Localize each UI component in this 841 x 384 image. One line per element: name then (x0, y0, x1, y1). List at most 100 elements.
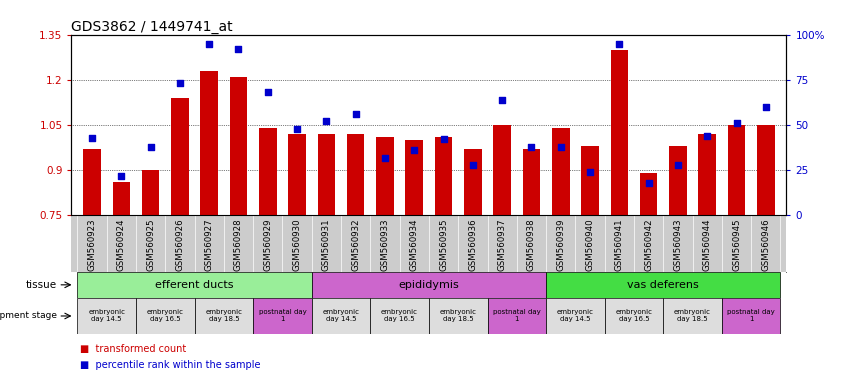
Bar (83, 149, 101, 215)
Text: embryonic
day 16.5: embryonic day 16.5 (146, 310, 183, 323)
Text: postnatal day
1: postnatal day 1 (493, 310, 541, 323)
Text: GSM560932: GSM560932 (352, 218, 360, 271)
Bar (77, 272, 312, 298)
Text: GSM560923: GSM560923 (87, 218, 97, 271)
Text: GSM560939: GSM560939 (556, 218, 565, 271)
Bar (669, 146, 687, 215)
Bar (136, 298, 194, 334)
Bar (429, 298, 488, 334)
Text: embryonic
day 16.5: embryonic day 16.5 (616, 310, 653, 323)
Bar (200, 71, 218, 215)
Bar (312, 272, 546, 298)
Bar (288, 134, 306, 215)
Bar (464, 149, 482, 215)
Text: GSM560937: GSM560937 (498, 218, 506, 271)
Point (378, 154, 392, 161)
Text: GSM560935: GSM560935 (439, 218, 448, 271)
Text: GSM560940: GSM560940 (585, 218, 595, 271)
Bar (312, 298, 370, 334)
Bar (405, 140, 423, 215)
Point (701, 133, 714, 139)
Text: GSM560942: GSM560942 (644, 218, 653, 271)
Bar (605, 298, 664, 334)
Text: efferent ducts: efferent ducts (156, 280, 234, 290)
Point (144, 144, 157, 150)
Text: vas deferens: vas deferens (627, 280, 699, 290)
Bar (194, 298, 253, 334)
Text: tissue: tissue (26, 280, 57, 290)
Text: GSM560946: GSM560946 (761, 218, 770, 271)
Bar (522, 149, 540, 215)
Text: embryonic
day 14.5: embryonic day 14.5 (557, 310, 594, 323)
Text: GSM560945: GSM560945 (732, 218, 741, 271)
Text: GSM560933: GSM560933 (380, 218, 389, 271)
Text: GSM560926: GSM560926 (176, 218, 184, 271)
Point (261, 89, 274, 96)
Bar (142, 170, 160, 215)
Bar (664, 298, 722, 334)
Text: postnatal day
1: postnatal day 1 (727, 310, 775, 323)
Text: GDS3862 / 1449741_at: GDS3862 / 1449741_at (71, 20, 233, 33)
Point (612, 41, 626, 47)
Bar (77, 298, 136, 334)
Bar (230, 77, 247, 215)
Text: embryonic
day 16.5: embryonic day 16.5 (381, 310, 418, 323)
Text: embryonic
day 18.5: embryonic day 18.5 (205, 310, 242, 323)
Bar (376, 137, 394, 215)
Bar (346, 134, 364, 215)
Text: GSM560936: GSM560936 (468, 218, 478, 271)
Text: GSM560929: GSM560929 (263, 218, 272, 271)
Bar (370, 298, 429, 334)
Point (671, 162, 685, 168)
Point (290, 126, 304, 132)
Bar (552, 128, 569, 215)
Bar (171, 98, 188, 215)
Text: ■  percentile rank within the sample: ■ percentile rank within the sample (80, 360, 261, 370)
Text: embryonic
day 18.5: embryonic day 18.5 (440, 310, 477, 323)
Text: GSM560928: GSM560928 (234, 218, 243, 271)
Bar (640, 173, 658, 215)
Point (320, 118, 333, 124)
Point (730, 120, 743, 126)
Point (173, 80, 187, 86)
Text: epididymis: epididymis (399, 280, 459, 290)
Text: GSM560925: GSM560925 (146, 218, 155, 271)
Bar (727, 125, 745, 215)
Point (114, 172, 128, 179)
Text: GSM560930: GSM560930 (293, 218, 302, 271)
Bar (546, 298, 605, 334)
Bar (581, 146, 599, 215)
Bar (259, 128, 277, 215)
Point (349, 111, 362, 117)
Text: GSM560924: GSM560924 (117, 218, 126, 271)
Text: GSM560931: GSM560931 (322, 218, 331, 271)
Text: GSM560944: GSM560944 (703, 218, 711, 271)
Bar (757, 125, 775, 215)
Text: embryonic
day 14.5: embryonic day 14.5 (88, 310, 125, 323)
Point (759, 104, 773, 110)
Bar (318, 134, 336, 215)
Point (85, 135, 98, 141)
Point (203, 41, 216, 47)
Text: ■  transformed count: ■ transformed count (80, 344, 186, 354)
Bar (494, 125, 511, 215)
Text: postnatal day
1: postnatal day 1 (258, 310, 306, 323)
Bar (698, 134, 716, 215)
Point (554, 144, 568, 150)
Bar (253, 298, 312, 334)
Text: GSM560934: GSM560934 (410, 218, 419, 271)
Text: embryonic
day 14.5: embryonic day 14.5 (322, 310, 359, 323)
Text: GSM560938: GSM560938 (527, 218, 536, 271)
Point (232, 46, 246, 52)
Bar (435, 137, 452, 215)
Point (642, 180, 655, 186)
Bar (488, 298, 546, 334)
Text: GSM560941: GSM560941 (615, 218, 624, 271)
Text: embryonic
day 18.5: embryonic day 18.5 (674, 310, 711, 323)
Bar (722, 298, 780, 334)
Text: GSM560943: GSM560943 (674, 218, 682, 271)
Point (525, 144, 538, 150)
Bar (611, 50, 628, 215)
Point (584, 169, 597, 175)
Bar (113, 182, 130, 215)
